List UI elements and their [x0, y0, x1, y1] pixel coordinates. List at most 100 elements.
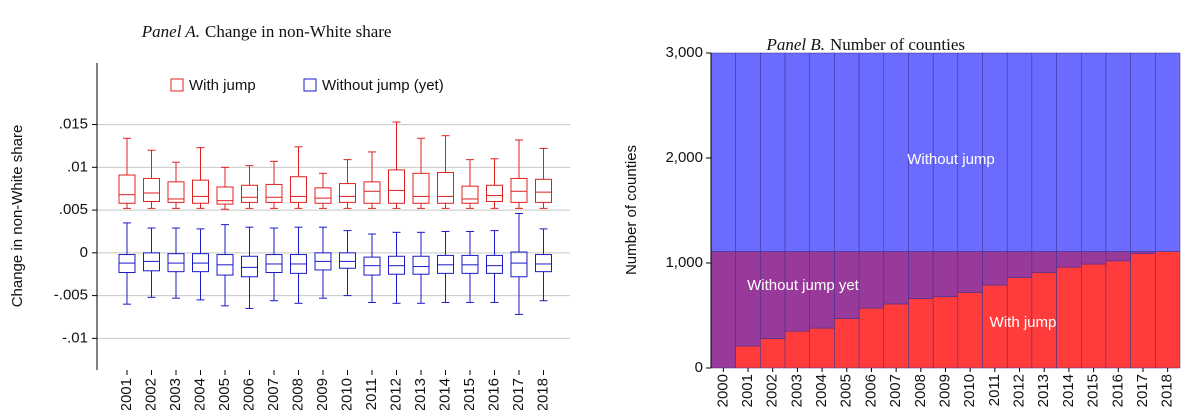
y-tick-label: .005 [59, 201, 88, 218]
box [118, 174, 136, 204]
bar-segment [957, 251, 983, 293]
bar-segment [932, 296, 959, 369]
x-tick-label: 2014 [1060, 374, 1077, 407]
x-tick-label: 2003 [788, 374, 805, 407]
x-tick-label: 2002 [142, 378, 159, 410]
x-tick-label: 2008 [912, 374, 929, 407]
bar-segment [784, 251, 810, 332]
x-tick-label: 2001 [739, 374, 756, 407]
bar-segment [1031, 272, 1057, 369]
bar-segment [735, 345, 761, 369]
bar-segment [908, 52, 934, 252]
box [461, 185, 479, 204]
box [412, 255, 430, 275]
bar-segment [1155, 251, 1181, 369]
legend-label: Without jump (yet) [322, 77, 444, 94]
box [192, 179, 209, 204]
box [265, 183, 283, 203]
bar-segment [834, 52, 860, 252]
box [314, 187, 332, 204]
box [388, 169, 405, 204]
bar-segment [735, 251, 761, 347]
bar-segment [957, 52, 983, 252]
bar-segment [1081, 263, 1107, 369]
panel-label: Panel A. [141, 22, 200, 41]
bar-segment [883, 52, 909, 252]
box [143, 177, 160, 203]
y-tick-label: 1,000 [665, 254, 703, 271]
panel-label: Panel B. [765, 35, 825, 54]
chart-title: Number of counties [830, 35, 965, 54]
bar-segment [883, 251, 909, 305]
x-tick-label: 2006 [240, 378, 257, 410]
y-tick-label: 3,000 [665, 44, 703, 61]
bar-segment [760, 251, 786, 339]
box [510, 251, 528, 278]
x-tick-label: 2011 [363, 378, 380, 410]
box [535, 254, 552, 273]
bar-segment [858, 307, 885, 369]
bar-segment [1081, 251, 1107, 265]
x-tick-label: 2002 [764, 374, 781, 407]
x-tick-label: 2018 [1159, 374, 1176, 407]
bar-segment [1031, 52, 1057, 252]
x-tick-label: 2000 [714, 374, 731, 407]
bar-segment [710, 251, 736, 369]
x-tick-label: 2010 [961, 374, 978, 407]
x-tick-label: 2005 [216, 378, 233, 410]
x-tick-label: 2016 [485, 378, 502, 410]
x-tick-label: 2017 [510, 378, 527, 410]
bar-segment [784, 52, 810, 252]
bar-segment [1006, 251, 1033, 278]
area-label: Without jump [907, 151, 995, 168]
box [535, 178, 552, 203]
x-tick-label: 2013 [412, 378, 429, 410]
bar-segment [1081, 52, 1107, 252]
x-tick-label: 2018 [534, 378, 551, 410]
bar-segment [932, 251, 959, 297]
bar-segment [1006, 277, 1033, 369]
bar-segment [710, 52, 736, 252]
bar-segment [982, 284, 1008, 369]
bar-segment [957, 292, 983, 369]
bar-segment [735, 52, 761, 252]
bar-segment [908, 298, 934, 369]
legend-label: With jump [189, 77, 256, 94]
x-tick-label: 2017 [1134, 374, 1151, 407]
bar-segment [1105, 52, 1131, 252]
bar-segment [760, 52, 786, 252]
box [241, 184, 258, 203]
bar-segment [932, 52, 959, 252]
y-tick-label: .01 [67, 158, 88, 175]
x-tick-label: 2008 [289, 378, 306, 410]
box [437, 171, 454, 204]
x-tick-label: 2001 [118, 378, 135, 410]
y-axis-label: Number of counties [623, 145, 640, 275]
chart-title: Change in non-White share [205, 22, 391, 41]
y-tick-label: .015 [59, 116, 88, 133]
x-tick-label: 2015 [461, 378, 478, 410]
x-tick-label: 2006 [862, 374, 879, 407]
bar-segment [1130, 52, 1156, 252]
box [167, 181, 185, 203]
bar-segment [1056, 266, 1082, 369]
x-tick-label: 2004 [813, 374, 830, 407]
x-tick-label: 2010 [338, 378, 355, 410]
y-tick-label: 0 [695, 359, 703, 376]
bar-segment [1031, 251, 1057, 273]
box [363, 181, 381, 204]
bar-segment [1105, 251, 1131, 262]
bar-segment [1006, 52, 1033, 252]
x-tick-label: 2014 [436, 378, 453, 410]
box [290, 176, 307, 203]
y-tick-label: -.01 [62, 329, 88, 346]
area-label: With jump [990, 314, 1057, 331]
bar-segment [809, 251, 835, 329]
x-tick-label: 2007 [887, 374, 904, 407]
bar-segment [1105, 260, 1131, 369]
bar-segment [982, 52, 1008, 252]
legend-swatch [303, 78, 317, 92]
box [412, 172, 430, 204]
bar-segment [784, 331, 810, 369]
